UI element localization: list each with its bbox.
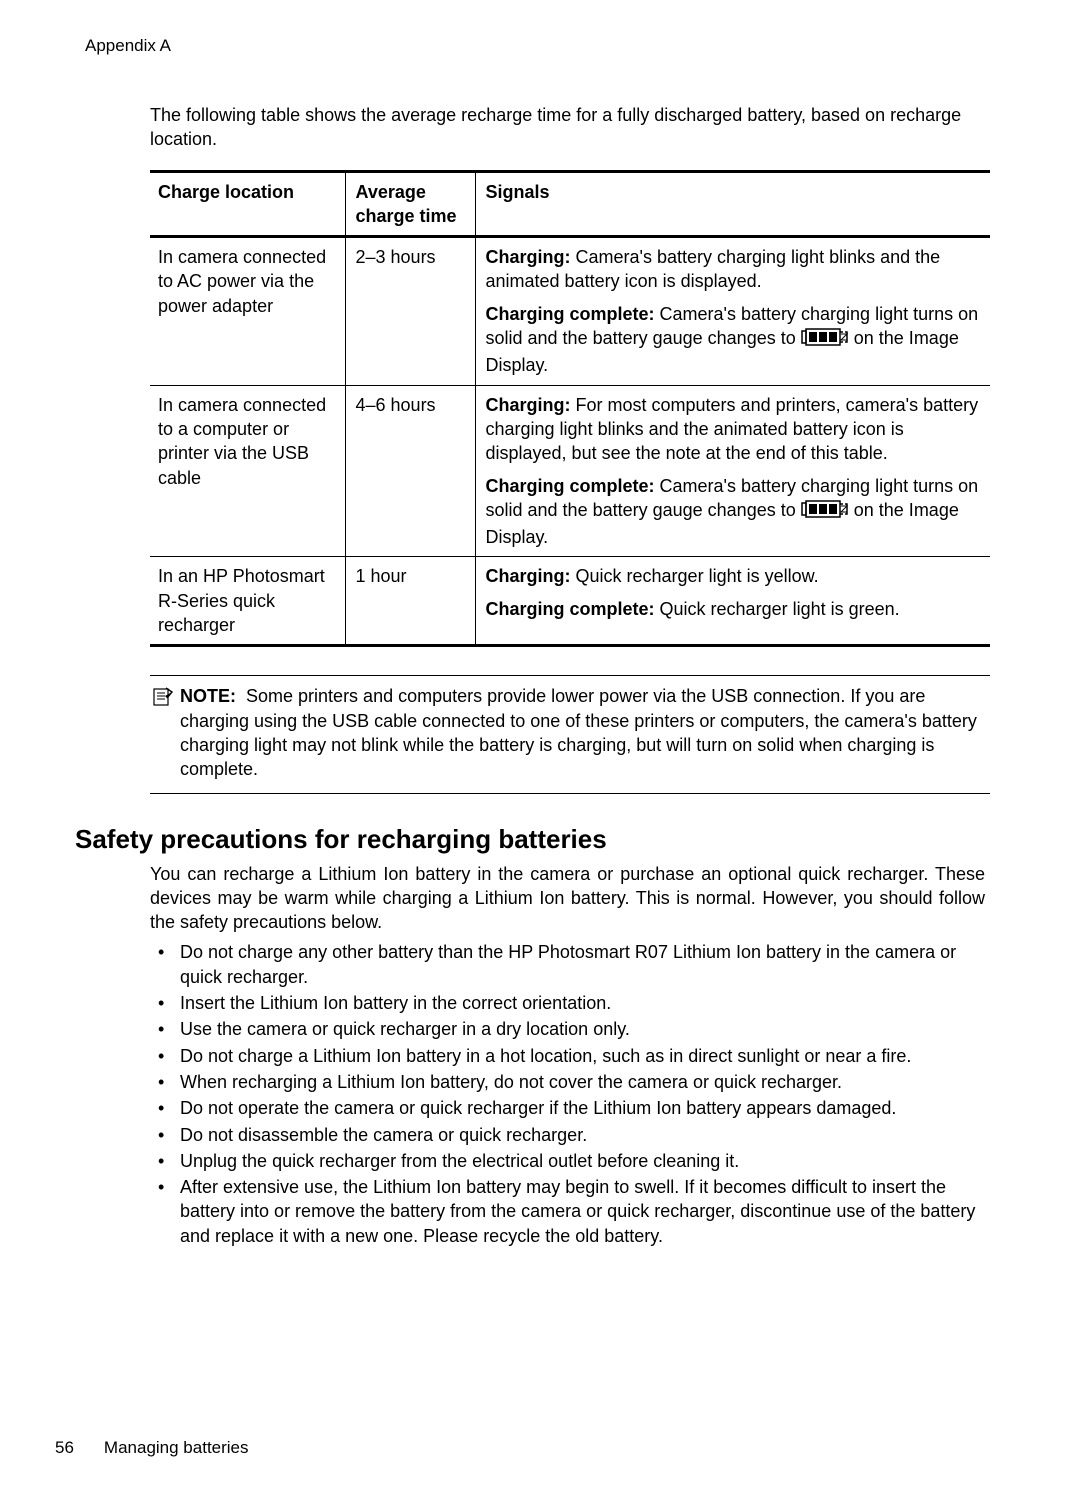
complete-label: Charging complete: [486,304,655,324]
note-text: NOTE: Some printers and computers provid… [180,684,984,781]
safety-intro: You can recharge a Lithium Ion battery i… [150,862,985,935]
page-number: 56 [55,1438,74,1457]
th-signals: Signals [475,171,990,237]
list-item: Insert the Lithium Ion battery in the co… [150,991,985,1015]
appendix-label: Appendix A [85,35,995,58]
table-row: In camera connected to a computer or pri… [150,385,990,557]
list-item: Unplug the quick recharger from the elec… [150,1149,985,1173]
list-item: After extensive use, the Lithium Ion bat… [150,1175,985,1248]
cell-signals: Charging: Quick recharger light is yello… [475,557,990,646]
list-item: When recharging a Lithium Ion battery, d… [150,1070,985,1094]
note-box: NOTE: Some printers and computers provid… [150,675,990,794]
list-item: Use the camera or quick recharger in a d… [150,1017,985,1041]
th-location: Charge location [150,171,345,237]
recharge-table: Charge location Average charge time Sign… [150,170,990,648]
safety-list: Do not charge any other battery than the… [150,940,985,1248]
list-item: Do not operate the camera or quick recha… [150,1096,985,1120]
table-header-row: Charge location Average charge time Sign… [150,171,990,237]
table-row: In camera connected to AC power via the … [150,237,990,385]
charging-text: Quick recharger light is yellow. [576,566,819,586]
complete-label: Charging complete: [486,476,655,496]
note-icon [152,684,180,781]
cell-location: In camera connected to a computer or pri… [150,385,345,557]
cell-time: 4–6 hours [345,385,475,557]
note-body: Some printers and computers provide lowe… [180,686,977,779]
list-item: Do not charge a Lithium Ion battery in a… [150,1044,985,1068]
intro-text: The following table shows the average re… [150,103,985,152]
complete-label: Charging complete: [486,599,655,619]
cell-location: In camera connected to AC power via the … [150,237,345,385]
charging-label: Charging: [486,247,571,267]
safety-heading: Safety precautions for recharging batter… [75,822,995,857]
list-item: Do not charge any other battery than the… [150,940,985,989]
charging-label: Charging: [486,395,571,415]
complete-text: Quick recharger light is green. [660,599,900,619]
list-item: Do not disassemble the camera or quick r… [150,1123,985,1147]
charging-label: Charging: [486,566,571,586]
note-label: NOTE: [180,686,236,706]
cell-time: 1 hour [345,557,475,646]
cell-time: 2–3 hours [345,237,475,385]
th-time: Average charge time [345,171,475,237]
page-footer: 56 Managing batteries [55,1437,249,1460]
battery-full-icon [801,327,849,353]
cell-location: In an HP Photosmart R-Series quick recha… [150,557,345,646]
battery-full-icon [801,499,849,525]
cell-signals: Charging: Camera's battery charging ligh… [475,237,990,385]
table-row: In an HP Photosmart R-Series quick recha… [150,557,990,646]
cell-signals: Charging: For most computers and printer… [475,385,990,557]
footer-section: Managing batteries [104,1438,249,1457]
